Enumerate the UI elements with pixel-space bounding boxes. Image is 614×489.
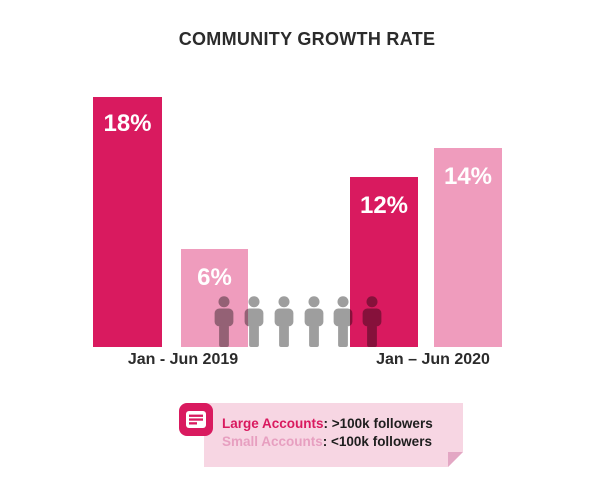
legend-item-large: Large Accounts: >100k followers — [222, 415, 433, 433]
legend-desc-large: : >100k followers — [323, 416, 433, 431]
bar-large-2019: 18% — [93, 97, 162, 347]
person-icon — [301, 296, 327, 347]
bar-small-2020: 14% — [434, 148, 502, 347]
bar-value-label: 18% — [103, 110, 152, 137]
person-icon — [330, 296, 356, 347]
note-icon-glyph — [186, 411, 206, 428]
chart-title: COMMUNITY GROWTH RATE — [178, 29, 436, 49]
legend-term-small: Small Accounts — [222, 433, 323, 449]
legend-item-small: Small Accounts: <100k followers — [222, 433, 433, 451]
bar-value-label: 6% — [197, 264, 232, 291]
legend-term-large: Large Accounts — [222, 416, 324, 431]
legend-note — [204, 403, 463, 467]
person-icon — [359, 296, 385, 347]
category-label-2019: Jan - Jun 2019 — [127, 351, 239, 368]
note-icon — [179, 403, 213, 436]
bar-large-2020: 12% — [350, 177, 418, 347]
bar-value-label: 14% — [443, 163, 493, 190]
bar-value-label: 12% — [359, 192, 409, 219]
person-icon — [211, 296, 237, 347]
person-icon — [241, 296, 267, 347]
legend-text: Large Accounts: >100k followers Small Ac… — [222, 415, 433, 450]
person-icon — [271, 296, 297, 347]
bar-small-2019: 6% — [181, 249, 248, 347]
category-label-2020: Jan – Jun 2020 — [376, 351, 490, 368]
legend-desc-small: : <100k followers — [322, 433, 432, 449]
